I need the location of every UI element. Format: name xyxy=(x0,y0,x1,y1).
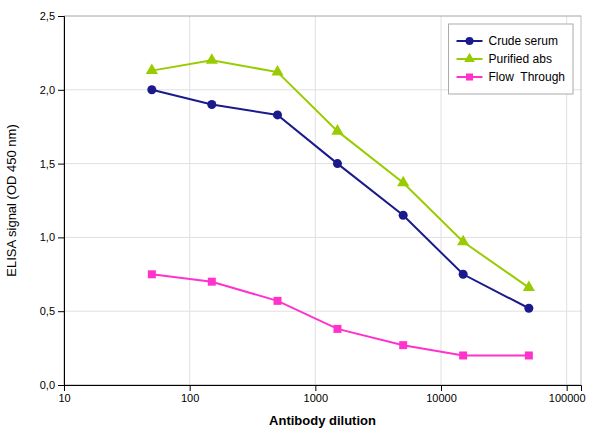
x-tick-label: 100000 xyxy=(549,392,586,404)
y-tick: 1,0 xyxy=(40,231,64,243)
series-point xyxy=(208,278,216,286)
y-tick-label: 1,5 xyxy=(40,158,55,170)
grid-line xyxy=(64,311,581,312)
series-line xyxy=(152,90,529,308)
x-tick-mark xyxy=(441,385,442,391)
grid-line xyxy=(315,16,316,385)
series-point xyxy=(274,297,282,305)
y-tick-mark xyxy=(58,385,64,386)
x-axis-title: Antibody dilution xyxy=(269,413,376,428)
y-tick: 0,5 xyxy=(40,305,64,317)
series-point xyxy=(206,53,218,64)
x-tick-label: 1000 xyxy=(304,392,328,404)
legend-marker xyxy=(466,37,474,45)
grid-line xyxy=(64,163,581,164)
y-tick: 0,0 xyxy=(40,379,64,391)
x-tick-label: 100 xyxy=(181,392,199,404)
x-tick-label: 10 xyxy=(58,392,70,404)
legend-item: Purified abs xyxy=(457,52,552,66)
y-tick: 2,5 xyxy=(40,10,64,22)
series-point xyxy=(523,281,535,292)
series-point xyxy=(273,110,282,119)
series-line xyxy=(152,274,529,355)
y-tick-mark xyxy=(58,237,64,238)
series-point xyxy=(331,124,343,135)
grid-line xyxy=(441,16,442,385)
x-tick: 1000 xyxy=(304,385,328,404)
legend-item: Crude serum xyxy=(457,34,558,48)
x-tick: 10 xyxy=(58,385,70,404)
y-tick-mark xyxy=(58,164,64,165)
legend-label: Purified abs xyxy=(489,52,552,66)
x-tick-mark xyxy=(190,385,191,391)
x-axis-line xyxy=(65,386,582,392)
series-point xyxy=(457,235,469,246)
y-tick-label: 2,0 xyxy=(40,84,55,96)
y-tick: 2,0 xyxy=(40,84,64,96)
series-point xyxy=(271,65,283,76)
grid-line xyxy=(189,16,190,385)
x-tick-mark xyxy=(315,385,316,391)
series-point xyxy=(459,270,468,279)
series-point xyxy=(397,176,409,187)
legend-label: Crude serum xyxy=(489,34,558,48)
x-tick-label: 10000 xyxy=(426,392,457,404)
series-point xyxy=(148,270,156,278)
x-tick: 100000 xyxy=(549,385,586,404)
series-point xyxy=(459,351,467,359)
legend-box xyxy=(449,24,573,94)
y-tick-label: 2,5 xyxy=(40,10,55,22)
legend-item: Flow Through xyxy=(457,70,565,84)
legend-label: Flow Through xyxy=(489,70,565,84)
series-point xyxy=(399,341,407,349)
y-tick: 1,5 xyxy=(40,158,64,170)
y-axis-title: ELISA signal (OD 450 nm) xyxy=(4,124,19,276)
series-point xyxy=(147,85,156,94)
legend-marker xyxy=(464,53,475,62)
plot: 10 100 1000 10000 100000 0,0 0,5 1,0 1,5 2,0 2,5 Cr… xyxy=(40,10,586,404)
grid xyxy=(64,16,581,385)
series-point xyxy=(524,304,533,313)
chart: 10 100 1000 10000 100000 0,0 0,5 1,0 1,5 2,0 2,5 Cr… xyxy=(0,0,599,437)
series-point xyxy=(207,100,216,109)
legend-marker xyxy=(466,73,473,80)
y-tick-label: 0,0 xyxy=(40,379,55,391)
legend: Crude serum Purified abs Flow Through xyxy=(449,24,573,94)
series-point xyxy=(333,159,342,168)
y-tick-mark xyxy=(58,16,64,17)
y-axis: 0,0 0,5 1,0 1,5 2,0 2,5 xyxy=(40,10,65,391)
x-tick: 10000 xyxy=(426,385,457,404)
y-tick-label: 1,0 xyxy=(40,231,55,243)
plot-frame xyxy=(64,16,581,385)
series-point xyxy=(333,325,341,333)
series-point xyxy=(399,211,408,220)
x-tick: 100 xyxy=(181,385,199,404)
y-axis-line xyxy=(58,17,65,386)
x-axis: 10 100 1000 10000 100000 xyxy=(58,385,585,404)
series-point xyxy=(525,351,533,359)
y-tick-mark xyxy=(58,311,64,312)
series-group xyxy=(146,53,535,359)
y-tick-mark xyxy=(58,90,64,91)
grid-line xyxy=(64,237,581,238)
x-tick-mark xyxy=(567,385,568,391)
y-tick-label: 0,5 xyxy=(40,305,55,317)
series-point xyxy=(146,64,158,75)
